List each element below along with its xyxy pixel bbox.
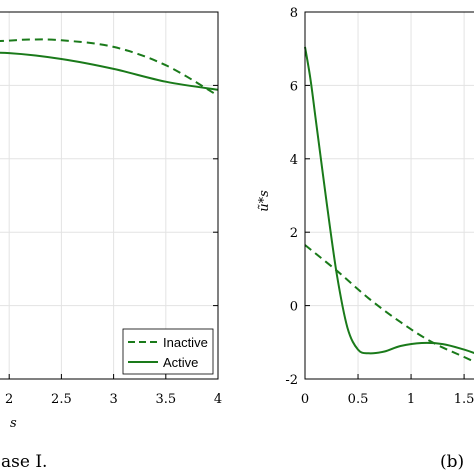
x-tick-label: 0.5 [348, 392, 369, 407]
right-y-axis-label: ũ*s [257, 190, 272, 212]
y-tick-label: 4 [290, 153, 298, 168]
y-tick-label: 6 [290, 79, 298, 94]
x-tick-label: 3 [109, 392, 117, 407]
x-tick-label: 2.5 [51, 392, 72, 407]
right-caption: (b) [440, 452, 464, 472]
legend-active-label: Active [163, 355, 198, 370]
y-tick-label: 2 [290, 226, 298, 241]
y-tick-label: 8 [290, 6, 298, 21]
left-caption: Case I. [0, 452, 47, 472]
right-grid [304, 11, 474, 380]
right-series [304, 46, 474, 363]
y-tick-label: 0 [290, 300, 298, 315]
legend-inactive-label: Inactive [163, 335, 208, 350]
left-plot: 2 2.5 3 3.5 4 s Inactive Active Case I. [0, 11, 222, 472]
left-x-ticks: 2 2.5 3 3.5 4 [5, 392, 222, 407]
legend-box [122, 328, 214, 375]
x-tick-label: 1.5 [454, 392, 474, 407]
series-line-solid [0, 51, 219, 91]
x-tick-label: 2 [5, 392, 13, 407]
x-tick-label: 0 [301, 392, 309, 407]
x-tick-label: 4 [214, 392, 222, 407]
left-plot-frame [0, 11, 219, 380]
right-x-ticks: 0 0.5 1 1.5 [301, 392, 474, 407]
left-legend: Inactive Active [122, 328, 214, 375]
x-tick-label: 3.5 [155, 392, 176, 407]
left-x-axis-label: s [10, 416, 17, 431]
series-line-solid [304, 46, 474, 355]
y-tick-label: -2 [285, 373, 298, 388]
right-plot-frame [304, 11, 474, 380]
series-line-dashed [0, 38, 219, 97]
left-series [0, 38, 219, 97]
right-y-ticks: -2 0 2 4 6 8 [285, 6, 298, 388]
series-line-dashed [304, 244, 474, 363]
x-tick-label: 1 [407, 392, 415, 407]
